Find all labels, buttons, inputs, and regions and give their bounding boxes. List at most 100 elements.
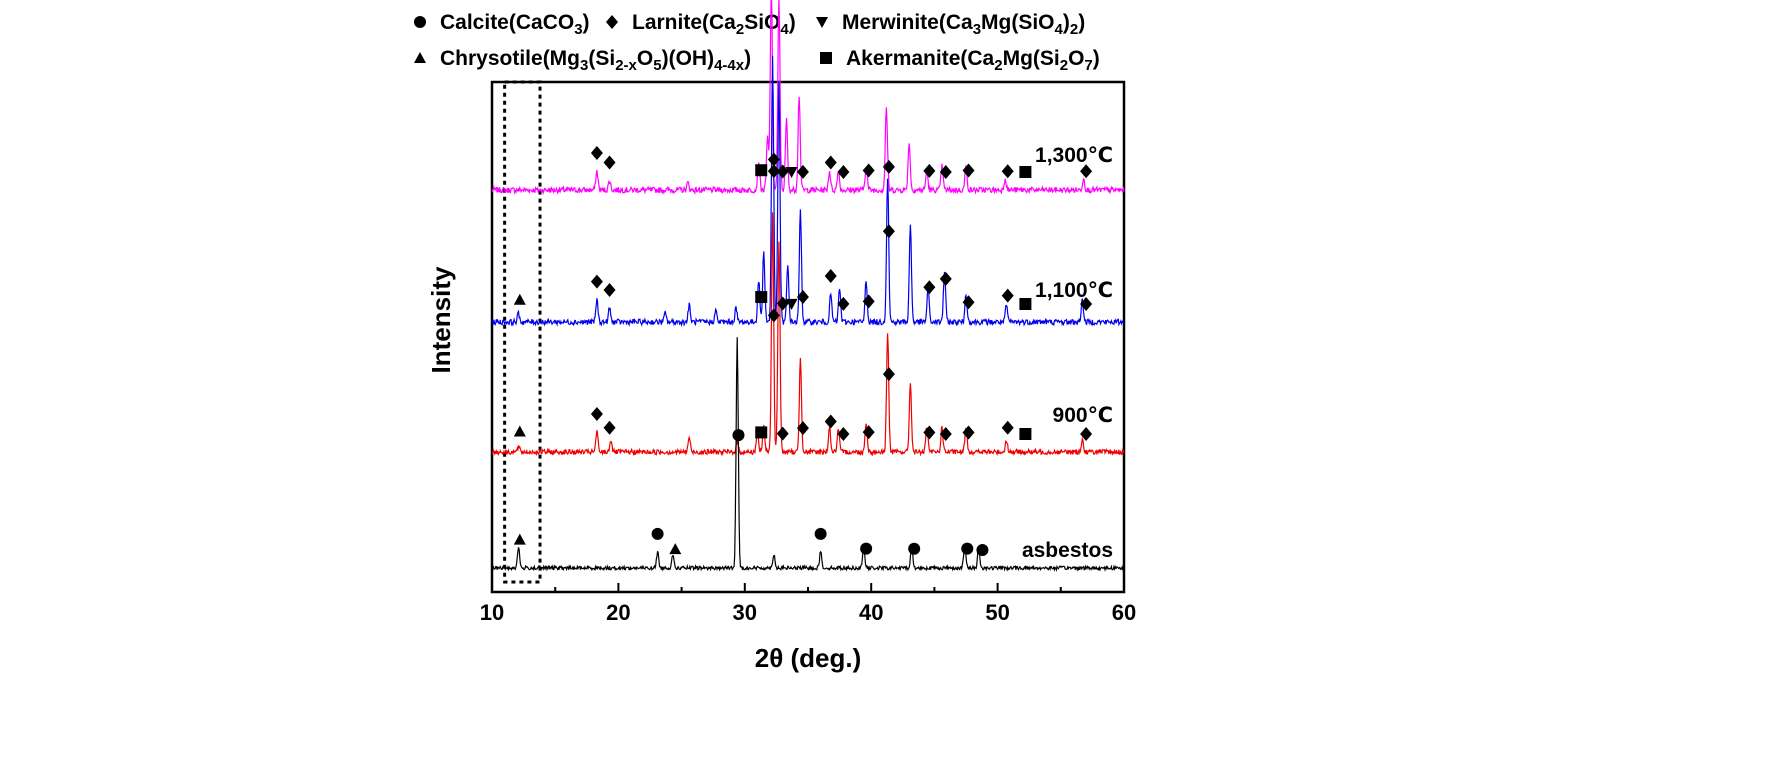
- peak-marker-diamond: [776, 164, 789, 179]
- peak-marker-diamond: [1001, 164, 1014, 179]
- legend-text-part: Calcite(CaCO: [440, 11, 574, 34]
- marker-layer: [513, 146, 1093, 556]
- series-layer: [491, 0, 1125, 572]
- peak-marker-diamond: [1001, 420, 1014, 435]
- legend-label: Chrysotile(Mg3(Si2-xO5)(OH)4-4x): [440, 47, 751, 74]
- legend-label: Akermanite(Ca2Mg(Si2O7): [846, 47, 1100, 74]
- legend-text-part: ): [1078, 11, 1085, 34]
- legend-text-part: O: [1068, 47, 1084, 70]
- series-line-2: [491, 212, 1125, 457]
- legend-text-part: ): [583, 11, 590, 34]
- peak-marker-triangle-up: [513, 293, 526, 305]
- legend-text-part: Mg(Si: [1003, 47, 1060, 70]
- peak-marker-square: [755, 291, 768, 304]
- legend: Calcite(CaCO3) Larnite(Ca2SiO4) Merwinite(…: [414, 11, 1100, 74]
- peak-marker-circle: [908, 542, 921, 555]
- peak-marker-diamond: [837, 164, 850, 179]
- series-label-layer: 1,300℃ 1,100℃ 900℃ asbestos: [1022, 144, 1113, 562]
- series-line-1: [491, 55, 1125, 328]
- legend-text-part: Chrysotile(Mg: [440, 47, 580, 70]
- peak-marker-diamond: [1080, 296, 1093, 311]
- peak-marker-diamond: [824, 269, 837, 283]
- peak-marker-diamond: [862, 163, 875, 178]
- legend-entry-diamond: Larnite(Ca2SiO4): [606, 11, 796, 38]
- peak-marker-diamond: [962, 295, 975, 310]
- legend-text-part: ): [744, 47, 751, 70]
- legend-text-part: O: [637, 47, 653, 70]
- legend-text-part: Mg(SiO: [981, 11, 1055, 34]
- peak-marker-diamond: [767, 164, 780, 179]
- peak-marker-circle: [814, 527, 827, 540]
- series-line-0: [491, 0, 1125, 196]
- peak-marker-diamond: [796, 290, 809, 305]
- peak-marker-diamond: [603, 420, 616, 435]
- legend-text-part: 2: [1060, 57, 1068, 74]
- x-axis: 10 20 30 40 50 60: [480, 583, 1136, 625]
- series-label-2: 900℃: [1053, 404, 1113, 427]
- peak-marker-diamond: [824, 155, 837, 170]
- legend-text-part: 2: [736, 21, 744, 38]
- peak-marker-circle: [732, 429, 745, 442]
- legend-marker-circle: [414, 16, 426, 28]
- peak-marker-diamond: [1001, 288, 1014, 303]
- legend-text-part: 3: [580, 57, 588, 74]
- x-tick-label-60: 60: [1112, 600, 1136, 625]
- legend-text-part: (Si: [588, 47, 615, 70]
- legend-text-part: 7: [1084, 57, 1092, 74]
- series-line-3: [491, 337, 1125, 572]
- legend-entry-square: Akermanite(Ca2Mg(Si2O7): [820, 47, 1100, 74]
- peak-marker-diamond: [776, 426, 789, 441]
- legend-text-part: Merwinite(Ca: [842, 11, 973, 34]
- legend-text-part: 3: [574, 21, 582, 38]
- legend-label: Calcite(CaCO3): [440, 11, 590, 38]
- peak-marker-diamond: [1080, 426, 1093, 441]
- x-axis-label: 2θ (deg.): [755, 643, 862, 673]
- series-label-1: 1,100℃: [1035, 279, 1113, 302]
- x-tick-label-20: 20: [606, 600, 630, 625]
- peak-marker-diamond: [923, 163, 936, 178]
- x-tick-label-10: 10: [480, 600, 504, 625]
- x-tick-label-40: 40: [859, 600, 883, 625]
- peak-marker-circle: [961, 542, 974, 555]
- peak-marker-circle: [651, 527, 664, 540]
- x-tick-label-50: 50: [985, 600, 1009, 625]
- legend-text-part: 2: [1070, 21, 1078, 38]
- legend-text-part: 4: [1055, 21, 1064, 38]
- peak-marker-diamond: [796, 164, 809, 179]
- legend-text-part: 3: [973, 21, 981, 38]
- legend-marker-triangle-up: [414, 52, 426, 63]
- peak-marker-diamond: [923, 425, 936, 440]
- peak-marker-diamond: [776, 296, 789, 311]
- peak-marker-diamond: [590, 146, 603, 160]
- peak-marker-diamond: [939, 271, 952, 286]
- peak-marker-diamond: [603, 155, 616, 170]
- peak-marker-square: [1019, 298, 1032, 310]
- peak-marker-diamond: [939, 164, 952, 179]
- legend-text-part: Akermanite(Ca: [846, 47, 995, 70]
- series-label-0: 1,300℃: [1035, 144, 1113, 167]
- peak-marker-triangle-down: [785, 298, 798, 310]
- peak-marker-square: [755, 164, 768, 177]
- legend-text-part: 4: [780, 21, 789, 38]
- legend-text-part: )(OH): [662, 47, 714, 70]
- legend-text-part: Larnite(Ca: [632, 11, 736, 34]
- peak-marker-triangle-up: [513, 533, 526, 545]
- peak-marker-diamond: [962, 425, 975, 440]
- highlight-region-box: [503, 80, 542, 584]
- legend-text-part: ): [789, 11, 796, 34]
- legend-text-part: SiO: [744, 11, 780, 34]
- legend-text-part: ): [1063, 11, 1070, 34]
- peak-marker-square: [755, 426, 768, 439]
- legend-entry-circle: Calcite(CaCO3): [414, 11, 590, 38]
- peak-marker-diamond: [1080, 164, 1093, 179]
- peak-marker-diamond: [939, 426, 952, 441]
- peak-marker-diamond: [837, 426, 850, 441]
- peak-marker-diamond: [923, 280, 936, 295]
- peak-marker-circle: [976, 543, 989, 556]
- peak-marker-diamond: [882, 224, 895, 239]
- legend-label: Merwinite(Ca3Mg(SiO4)2): [842, 11, 1085, 38]
- peak-marker-diamond: [590, 274, 603, 289]
- peak-marker-diamond: [590, 407, 603, 421]
- peak-marker-diamond: [603, 283, 616, 297]
